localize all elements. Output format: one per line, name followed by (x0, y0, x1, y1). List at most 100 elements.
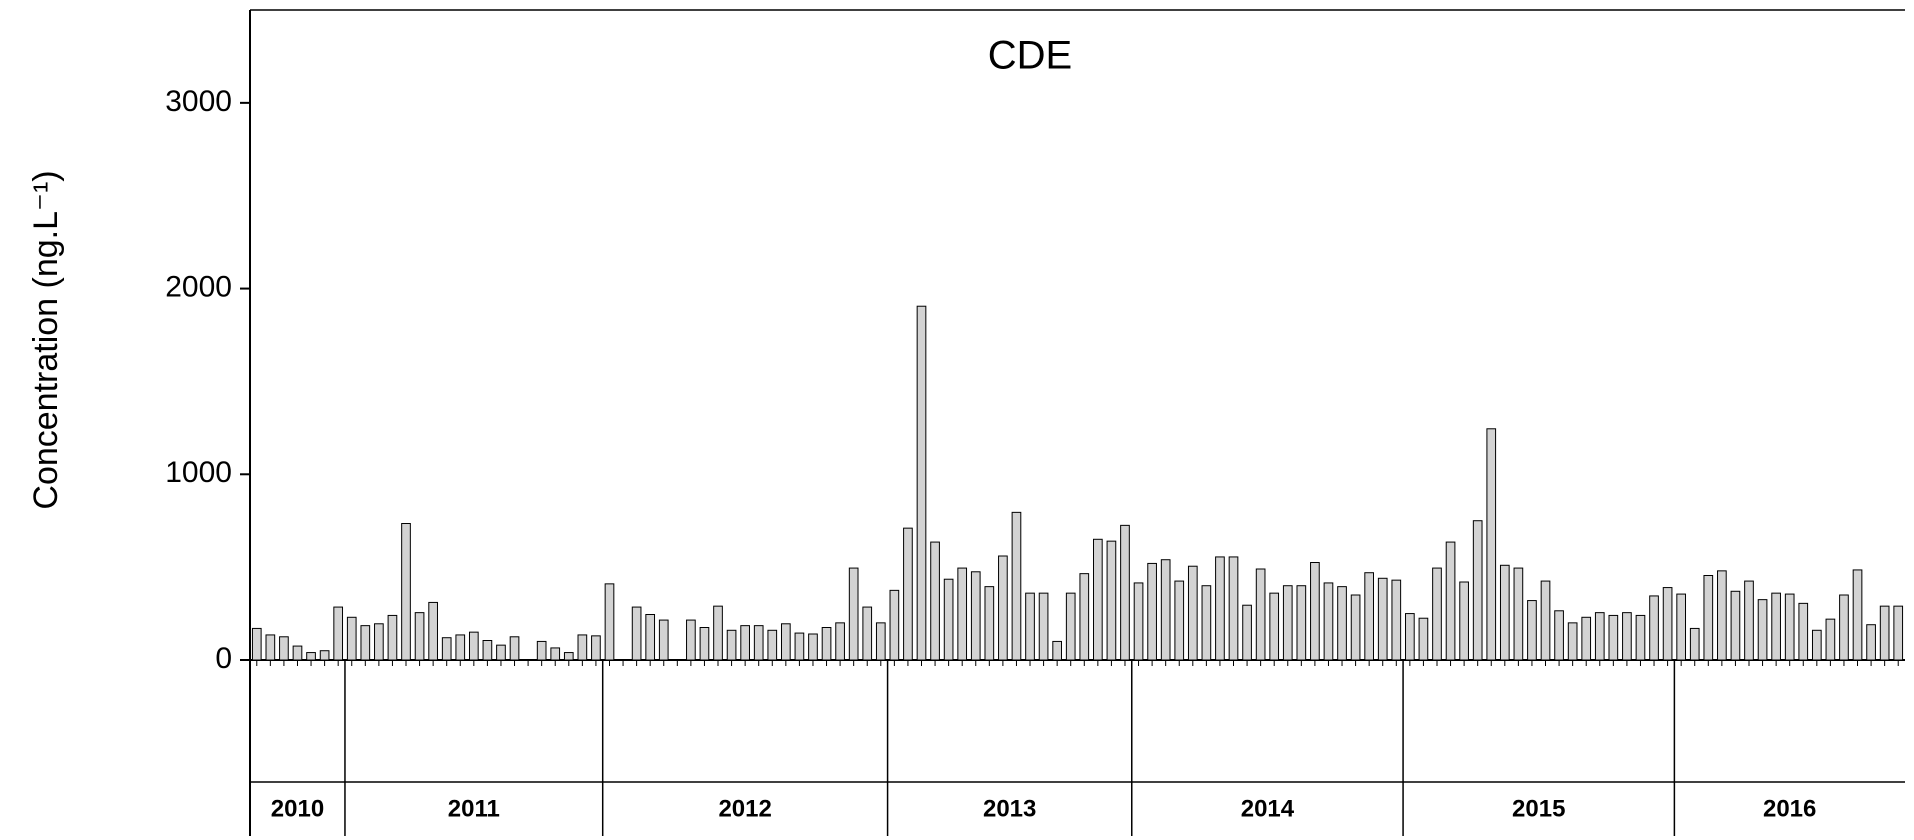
bar (1703, 575, 1714, 661)
bar (848, 567, 859, 661)
bar (577, 634, 588, 661)
bar (1174, 580, 1185, 661)
bar (1228, 556, 1239, 661)
bar (1187, 565, 1198, 661)
bar (645, 614, 656, 661)
bar (699, 627, 710, 661)
bar (1106, 540, 1117, 661)
year-label: 2013 (983, 795, 1036, 822)
bar (1879, 605, 1890, 661)
bar (1676, 593, 1687, 661)
bar (1717, 570, 1727, 661)
bar (767, 629, 778, 661)
bar (713, 605, 723, 661)
bar (1038, 592, 1049, 661)
year-label: 2011 (448, 795, 500, 822)
y-axis-label: Concentration (ng.L⁻¹) (27, 170, 65, 509)
bar (943, 578, 954, 661)
bar (1486, 428, 1497, 661)
bar (726, 629, 737, 661)
y-tick-label: 0 (215, 642, 232, 675)
bar (292, 645, 303, 661)
bar (319, 650, 330, 661)
bar (1377, 577, 1388, 661)
bar (1567, 622, 1578, 661)
y-tick-label: 3000 (165, 85, 232, 118)
bar (1784, 593, 1795, 661)
bar (903, 527, 913, 661)
bar (1160, 559, 1171, 661)
year-label: 2014 (1241, 795, 1295, 822)
bar (1011, 511, 1022, 661)
bar (1147, 562, 1157, 661)
bar (1513, 567, 1524, 661)
bar (631, 606, 642, 661)
bar (1052, 640, 1062, 661)
bar (1689, 627, 1700, 661)
bar (1445, 541, 1456, 661)
bar (930, 541, 940, 661)
bar (1622, 612, 1632, 661)
bar (808, 633, 818, 661)
bar (970, 571, 981, 661)
bar (591, 635, 601, 661)
bar (658, 619, 669, 661)
bar (1079, 573, 1090, 661)
bar (360, 625, 371, 661)
bar (1594, 612, 1605, 661)
bar (1608, 614, 1619, 661)
bar (496, 644, 506, 661)
bar (482, 640, 493, 661)
bar (1771, 592, 1781, 661)
bar (794, 632, 805, 661)
bar (1065, 592, 1076, 661)
bar (889, 589, 900, 661)
bar (1405, 613, 1415, 661)
bar (1350, 594, 1361, 661)
year-label: 2010 (271, 795, 324, 822)
bar (1839, 594, 1849, 661)
y-tick-label: 2000 (165, 270, 232, 303)
chart-title: CDE (988, 34, 1072, 78)
y-tick-label: 1000 (165, 456, 232, 489)
bar (916, 305, 927, 661)
bar (1554, 610, 1564, 661)
bar (1893, 605, 1904, 661)
bar (1499, 564, 1510, 661)
bar (1798, 602, 1809, 661)
bar (1364, 572, 1375, 661)
bar (1744, 580, 1754, 661)
bar (1866, 624, 1876, 661)
bar (1662, 587, 1673, 661)
bar (1418, 617, 1429, 661)
bar (1459, 581, 1469, 661)
bar (835, 622, 845, 661)
bar (441, 637, 452, 661)
bar (604, 583, 615, 661)
bar (374, 623, 384, 661)
bar (428, 601, 438, 661)
bar (740, 625, 750, 661)
bar (563, 652, 574, 661)
year-label: 2016 (1763, 795, 1816, 822)
bar (753, 625, 764, 661)
year-label: 2015 (1512, 795, 1565, 822)
bar (875, 622, 886, 661)
bar (1025, 592, 1035, 661)
bar (1201, 585, 1212, 661)
bar (1635, 614, 1646, 661)
bar (536, 640, 547, 661)
bar (387, 614, 398, 661)
bar (1337, 586, 1347, 661)
bar (1269, 592, 1280, 661)
bar (998, 555, 1008, 661)
bar (251, 627, 262, 661)
bar (984, 586, 995, 661)
bar (1432, 567, 1442, 661)
bar (1215, 556, 1225, 661)
bar (957, 567, 968, 661)
bar (780, 623, 791, 661)
bar (1323, 582, 1334, 661)
bar (346, 616, 357, 661)
